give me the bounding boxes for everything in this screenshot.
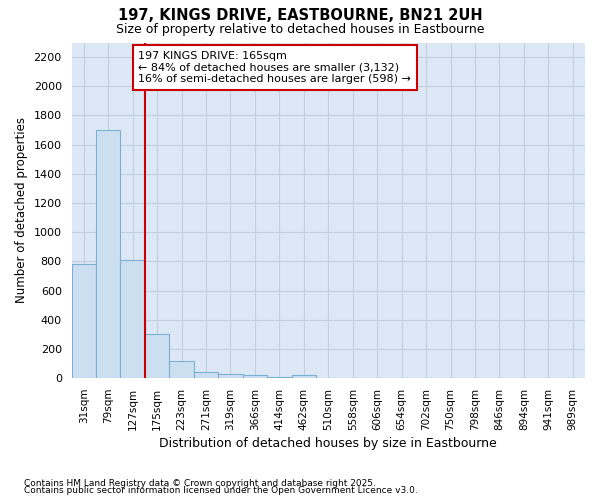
Bar [145,334,169,378]
Bar [71,264,96,378]
Bar [194,372,218,378]
Text: Contains public sector information licensed under the Open Government Licence v3: Contains public sector information licen… [24,486,418,495]
Bar [96,130,121,378]
Bar [121,260,145,378]
Bar [292,376,316,378]
Bar [169,362,194,378]
Text: 197, KINGS DRIVE, EASTBOURNE, BN21 2UH: 197, KINGS DRIVE, EASTBOURNE, BN21 2UH [118,8,482,22]
Bar [242,374,267,378]
Text: 197 KINGS DRIVE: 165sqm
← 84% of detached houses are smaller (3,132)
16% of semi: 197 KINGS DRIVE: 165sqm ← 84% of detache… [138,51,411,84]
Bar [218,374,242,378]
Text: Contains HM Land Registry data © Crown copyright and database right 2025.: Contains HM Land Registry data © Crown c… [24,478,376,488]
Text: Size of property relative to detached houses in Eastbourne: Size of property relative to detached ho… [116,22,484,36]
Y-axis label: Number of detached properties: Number of detached properties [15,118,28,304]
X-axis label: Distribution of detached houses by size in Eastbourne: Distribution of detached houses by size … [160,437,497,450]
